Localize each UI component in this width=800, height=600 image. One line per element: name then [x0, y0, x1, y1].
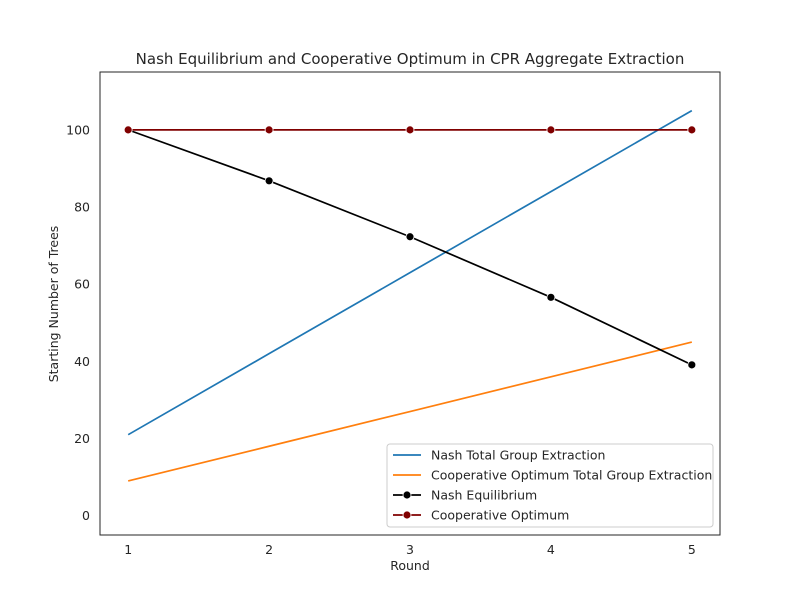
series-3-point-1	[264, 125, 274, 135]
series-3-point-0	[123, 125, 133, 135]
x-tick-labels: 1 2 3 4 5	[124, 542, 696, 557]
y-tick-label: 60	[74, 277, 90, 292]
y-tick-label: 80	[74, 200, 90, 215]
series-2-point-1	[264, 176, 274, 186]
y-tick-labels: 0 20 40 60 80 100	[66, 122, 90, 523]
series-line-2	[127, 129, 693, 366]
legend-label-2: Nash Equilibrium	[431, 488, 537, 503]
y-tick-label: 100	[66, 122, 90, 137]
legend-box	[386, 443, 714, 528]
x-tick-label: 5	[688, 542, 696, 557]
plot-frame	[99, 71, 721, 536]
x-tick-label: 1	[124, 542, 132, 557]
plot-lines	[123, 109, 697, 482]
series-line-0	[127, 109, 693, 436]
series-3-point-2	[405, 125, 415, 135]
series-2-point-4	[687, 360, 697, 370]
y-axis-label: Starting Number of Trees	[46, 226, 61, 383]
legend-label-3: Cooperative Optimum	[431, 508, 569, 523]
legend-marker-2	[402, 490, 412, 500]
x-tick-label: 3	[406, 542, 414, 557]
y-tick-label: 0	[82, 508, 90, 523]
legend-items: Nash Total Group Extraction Cooperative O…	[393, 448, 712, 523]
series-2-point-3	[546, 292, 556, 302]
y-tick-label: 40	[74, 354, 90, 369]
legend-marker-3	[402, 510, 412, 520]
x-axis-label: Round	[390, 558, 430, 573]
x-tick-label: 2	[265, 542, 273, 557]
y-tick-label: 20	[74, 431, 90, 446]
series-3-point-3	[546, 125, 556, 135]
legend-label-1: Cooperative Optimum Total Group Extracti…	[431, 468, 712, 483]
series-2-point-2	[405, 232, 415, 242]
series-3-point-4	[687, 125, 697, 135]
chart-title: Nash Equilibrium and Cooperative Optimum…	[136, 50, 685, 68]
series-line-1	[127, 341, 693, 482]
legend: Nash Total Group Extraction Cooperative O…	[386, 443, 714, 528]
legend-label-0: Nash Total Group Extraction	[431, 448, 605, 463]
x-tick-label: 4	[547, 542, 555, 557]
